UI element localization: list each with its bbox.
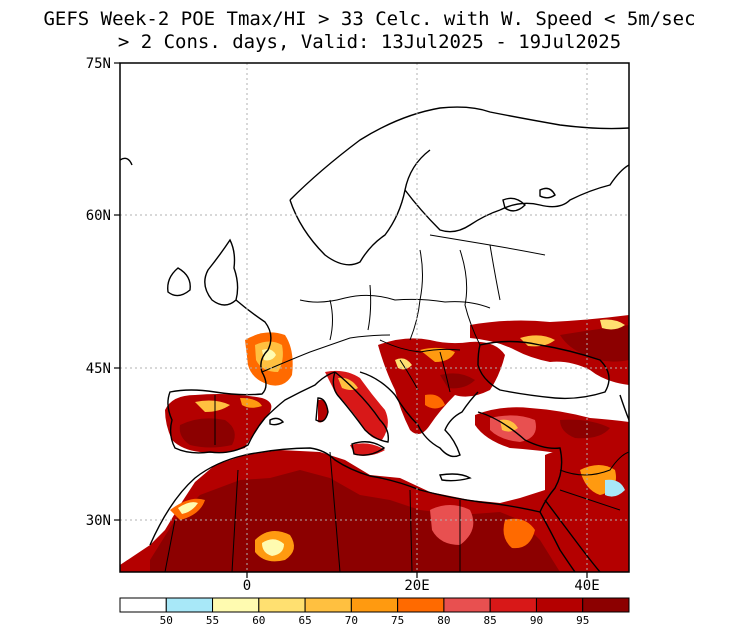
colorbar-swatch <box>119 597 167 613</box>
coastlines <box>120 106 629 572</box>
colorbar-label: 65 <box>298 614 311 627</box>
chart-title-line-2: > 2 Cons. days, Valid: 13Jul2025 - 19Jul… <box>117 31 622 53</box>
colorbar-label: 90 <box>530 614 543 627</box>
lon-label-20e: 20E <box>404 578 429 594</box>
colorbar-swatch <box>350 597 399 613</box>
lat-label-60n: 60N <box>86 208 111 224</box>
colorbar-label: 60 <box>252 614 265 627</box>
lat-label-30n: 30N <box>86 513 111 529</box>
colorbar-label: 50 <box>160 614 173 627</box>
lon-label-0: 0 <box>243 578 251 594</box>
colorbar-label: 80 <box>437 614 450 627</box>
colorbar-swatch <box>212 597 260 613</box>
colorbar-label: 85 <box>484 614 497 627</box>
colorbar-swatch <box>258 597 306 613</box>
colorbar-label: 70 <box>345 614 358 627</box>
lat-label-75n: 75N <box>86 56 111 72</box>
country-borders <box>164 234 629 572</box>
axis-ticks <box>114 62 588 578</box>
colorbar-swatch <box>165 597 214 613</box>
colorbar-label: 55 <box>206 614 219 627</box>
colorbar-swatch <box>397 597 445 613</box>
probability-shading <box>120 315 629 572</box>
colorbar-label: 95 <box>576 614 589 627</box>
colorbar-swatch <box>535 597 584 613</box>
lon-label-40e: 40E <box>574 578 599 594</box>
colorbar-swatch <box>304 597 352 613</box>
colorbar-label: 75 <box>391 614 404 627</box>
lat-label-45n: 45N <box>86 361 111 377</box>
chart-title-line-1: GEFS Week-2 POE Tmax/HI > 33 Celc. with … <box>43 8 696 30</box>
colorbar: 50 55 60 65 70 75 80 85 90 95 <box>119 597 630 627</box>
map-frame <box>119 62 630 573</box>
colorbar-swatch <box>443 597 491 613</box>
colorbar-swatch <box>489 597 537 613</box>
colorbar-swatch <box>582 597 630 613</box>
